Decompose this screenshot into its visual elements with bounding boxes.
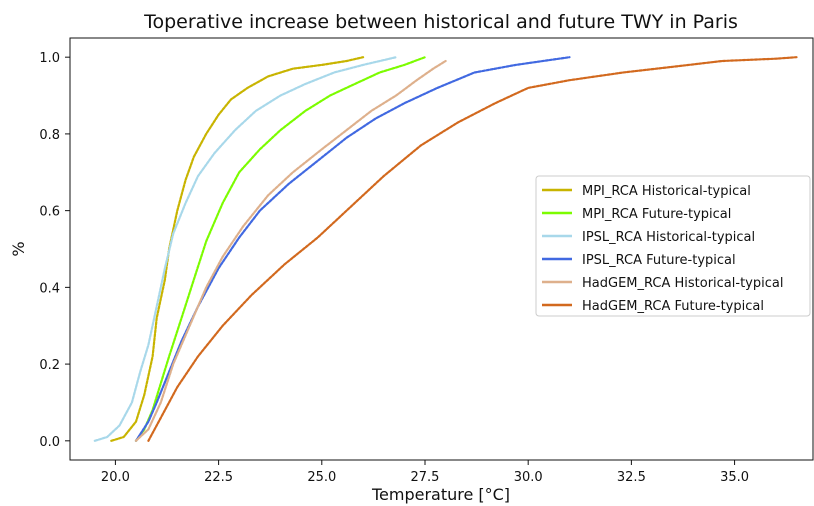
x-axis-label: Temperature [°C] [371, 485, 510, 504]
y-tick-label: 0.0 [39, 435, 60, 450]
y-axis: 0.0 0.2 0.4 0.6 0.8 1.0 [39, 51, 70, 450]
series-line-2 [93, 56, 398, 442]
y-tick-label: 0.2 [39, 358, 60, 373]
y-tick-label: 0.8 [39, 128, 60, 143]
legend-entry-0: MPI_RCA Historical-typical [582, 184, 751, 199]
chart-title: Toperative increase between historical a… [143, 11, 738, 33]
legend-entry-3: IPSL_RCA Future-typical [582, 253, 736, 268]
legend-entry-5: HadGEM_RCA Future-typical [582, 299, 764, 314]
y-tick-label: 0.6 [39, 205, 60, 220]
y-axis-label: % [9, 241, 28, 256]
series-line-4 [134, 59, 447, 442]
x-tick-label: 27.5 [411, 470, 440, 485]
series-line-1 [134, 56, 427, 442]
plot-area [69, 37, 814, 461]
x-tick-label: 30.0 [514, 470, 543, 485]
legend-entry-1: MPI_RCA Future-typical [582, 207, 731, 222]
y-tick-label: 1.0 [39, 51, 60, 66]
legend-entry-4: HadGEM_RCA Historical-typical [582, 276, 783, 291]
series-line-5 [147, 56, 798, 442]
x-tick-label: 25.0 [307, 470, 336, 485]
legend-box [535, 175, 811, 317]
x-tick-label: 20.0 [101, 470, 130, 485]
x-tick-label: 32.5 [617, 470, 646, 485]
x-tick-label: 22.5 [204, 470, 233, 485]
legend-entry-2: IPSL_RCA Historical-typical [582, 230, 755, 245]
y-tick-label: 0.4 [39, 281, 60, 296]
series-layer [93, 56, 798, 442]
series-line-3 [134, 56, 571, 442]
x-axis: 20.0 22.5 25.0 27.5 30.0 32.5 35.0 [101, 460, 749, 485]
x-tick-label: 35.0 [720, 470, 749, 485]
series-line-0 [110, 56, 365, 442]
legend: MPI_RCA Historical-typical MPI_RCA Future… [535, 175, 811, 317]
